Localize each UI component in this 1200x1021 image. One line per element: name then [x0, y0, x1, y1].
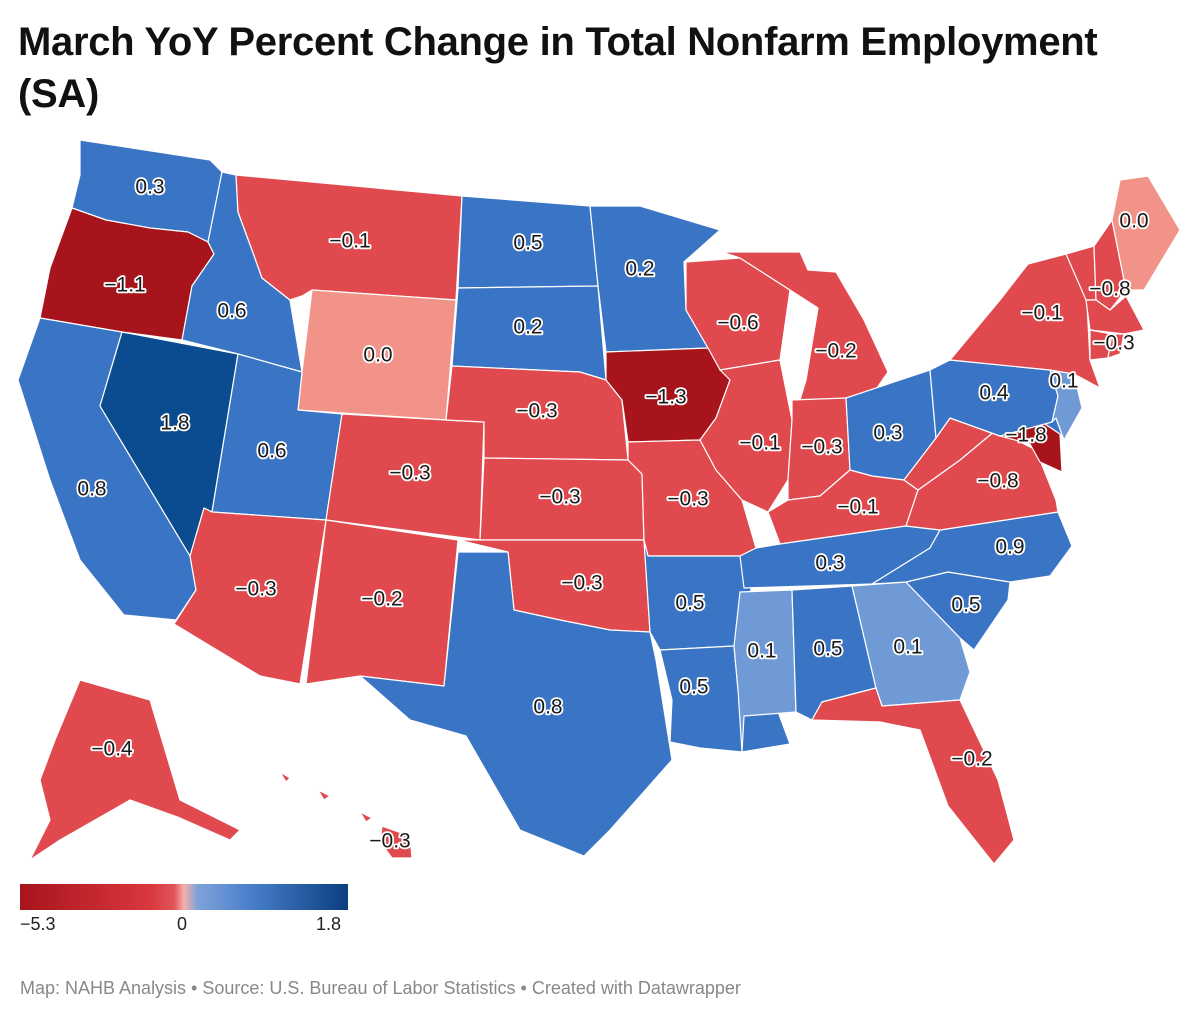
state-label-al: 0.5: [813, 638, 842, 661]
us-map: 0.3 −1.1 0.8 1.8 0.6 −0.1 0.0 0.6 −0.3 −0.3 −0.2 0.…: [17, 139, 1181, 865]
state-wy[interactable]: [297, 289, 457, 421]
state-me[interactable]: [1111, 175, 1181, 291]
state-az[interactable]: [173, 507, 327, 685]
state-label-nc: 0.9: [995, 536, 1024, 559]
state-label-tx: 0.8: [533, 696, 562, 719]
state-il[interactable]: [699, 359, 793, 513]
state-mt[interactable]: [235, 174, 463, 301]
state-label-wi: −0.6: [717, 312, 758, 335]
state-label-ga: 0.1: [893, 636, 922, 659]
state-label-nm: −0.2: [361, 588, 402, 611]
state-ak[interactable]: [29, 679, 241, 861]
state-label-vt: −0.8: [1089, 278, 1130, 301]
state-label-ar: 0.5: [675, 592, 704, 615]
legend-max-label: 1.8: [316, 914, 342, 934]
state-label-sd: 0.2: [513, 316, 542, 339]
state-label-wy: 0.0: [363, 344, 392, 367]
state-label-nj: 0.1: [1049, 370, 1078, 393]
state-nj[interactable]: [1049, 369, 1083, 441]
state-label-id: 0.6: [217, 300, 246, 323]
state-label-ak: −0.4: [91, 738, 133, 761]
state-label-ca: 0.8: [77, 478, 106, 501]
state-label-fl: −0.2: [951, 748, 992, 771]
state-label-wa: 0.3: [135, 176, 164, 199]
state-label-ne: −0.3: [516, 400, 557, 423]
state-label-la: 0.5: [679, 676, 708, 699]
state-label-oh: 0.3: [873, 422, 902, 445]
legend-gradient: [20, 884, 348, 910]
state-label-tn: 0.3: [815, 552, 844, 575]
map-title: March YoY Percent Change in Total Nonfar…: [18, 20, 1098, 116]
state-label-in: −0.3: [801, 436, 842, 459]
state-label-or: −1.1: [104, 274, 145, 297]
state-label-ky: −0.1: [837, 496, 878, 519]
state-label-ms: 0.1: [747, 640, 776, 663]
state-label-ks: −0.3: [539, 486, 580, 509]
state-label-ny: −0.1: [1021, 302, 1062, 325]
state-hi[interactable]: [279, 771, 413, 859]
source-note: Map: NAHB Analysis • Source: U.S. Bureau…: [20, 978, 741, 998]
state-tx[interactable]: [359, 551, 673, 857]
legend-min-label: −5.3: [20, 914, 56, 934]
color-legend: −5.3 0 1.8: [20, 884, 348, 934]
state-label-ia: −1.3: [645, 386, 686, 409]
state-label-hi: −0.3: [369, 830, 410, 853]
state-label-co: −0.3: [389, 462, 430, 485]
state-label-az: −0.3: [235, 578, 276, 601]
state-fl[interactable]: [811, 687, 1015, 865]
state-label-ok: −0.3: [561, 572, 602, 595]
state-label-ma: −0.3: [1093, 332, 1134, 355]
state-nh[interactable]: [1093, 219, 1127, 311]
state-label-nv: 1.8: [160, 412, 189, 435]
state-co[interactable]: [325, 413, 485, 541]
state-label-mo: −0.3: [667, 488, 708, 511]
state-label-nd: 0.5: [513, 232, 542, 255]
state-label-il: −0.1: [739, 432, 780, 455]
state-label-pa: 0.4: [979, 382, 1009, 405]
legend-mid-label: 0: [177, 914, 188, 934]
state-label-me: 0.0: [1119, 210, 1148, 233]
state-ri[interactable]: [1107, 333, 1125, 359]
state-label-md: −1.8: [1005, 424, 1046, 447]
state-label-va: −0.8: [977, 470, 1018, 493]
state-label-ut: 0.6: [257, 440, 286, 463]
state-label-mn: 0.2: [625, 258, 654, 281]
state-label-mt: −0.1: [329, 230, 370, 253]
state-ny[interactable]: [949, 253, 1101, 389]
state-label-sc: 0.5: [951, 594, 980, 617]
state-label-mi: −0.2: [815, 340, 856, 363]
